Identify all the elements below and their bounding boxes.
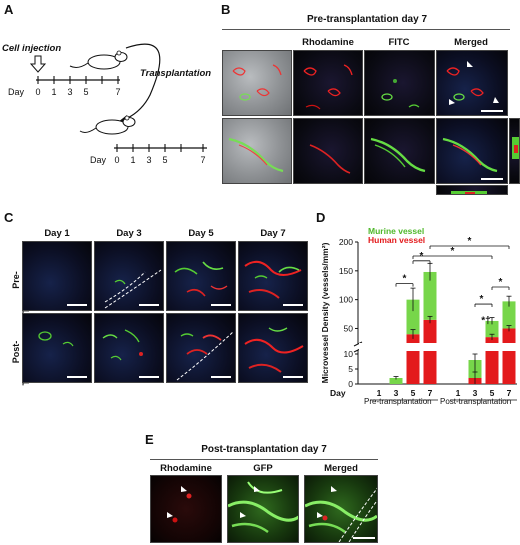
y-tick-label: 5 <box>348 364 353 374</box>
panel-b-col-header: FITC <box>388 37 410 48</box>
micrograph-c-pre-day3 <box>94 241 164 311</box>
group-label-post: Post-transplantation <box>440 397 512 406</box>
micrograph-c-pre-day1 <box>22 241 92 311</box>
significance-marker: * <box>480 294 484 305</box>
x-tick-label: 1 <box>456 388 461 398</box>
bar-murine-vessel <box>485 320 499 338</box>
axis-break-mark <box>353 341 363 347</box>
micrograph-e-gfp <box>227 475 299 543</box>
timeline-bottom-tick: 1 <box>130 155 136 165</box>
y-tick-label: 0 <box>348 379 353 389</box>
mouse-icon-bottom <box>79 115 136 135</box>
timeline-bottom-tick: 0 <box>114 155 120 165</box>
micrograph-e-rhodamine <box>150 475 222 543</box>
y-tick-label: 10 <box>344 349 354 359</box>
panel-e-label: E <box>145 432 154 447</box>
panel-b-label: B <box>221 2 231 17</box>
timeline-day-word-top: Day <box>8 87 25 97</box>
panel-b-col-header: Merged <box>454 37 488 48</box>
micrograph-c-post-day3 <box>94 313 164 383</box>
significance-marker: * <box>468 236 472 247</box>
significance-marker: * <box>499 277 503 288</box>
micrograph-c-pre-day5 <box>166 241 236 311</box>
panel-c-col-header: Day 7 <box>260 228 286 239</box>
micrograph-b-orthoview-side <box>509 118 520 184</box>
micrograph-b-bright-1 <box>222 50 292 116</box>
panel-b-title: Pre-transplantation day 7 <box>306 14 428 25</box>
significance-marker: * <box>420 251 424 262</box>
timeline-day-word-bottom: Day <box>90 155 107 165</box>
timeline-bottom-tick: 5 <box>162 155 168 165</box>
bar-human-vessel <box>502 328 516 384</box>
cell-injection-label: Cell injection <box>2 43 62 54</box>
bar-human-vessel <box>423 319 437 384</box>
micrograph-c-post-day5 <box>166 313 236 383</box>
micrograph-b-orthoview-bottom <box>436 185 508 195</box>
panel-c-col-header: Day 5 <box>188 228 214 239</box>
panel-e-col-header: Merged <box>324 463 358 474</box>
timeline-top-tick: 0 <box>35 87 41 97</box>
timeline-top-tick: 3 <box>67 87 73 97</box>
micrograph-e-merged <box>304 475 378 543</box>
y-tick-label: 200 <box>339 237 353 247</box>
micrograph-b-bright-2 <box>222 118 292 184</box>
significance-marker: * <box>403 274 407 285</box>
panel-b-col-header: Rhodamine <box>302 37 354 48</box>
bar-murine-vessel <box>502 301 516 329</box>
x-tick-label: 1 <box>377 388 382 398</box>
legend-human-vessel: Human vessel <box>368 235 426 245</box>
micrograph-b-fitc-1 <box>364 50 435 116</box>
panel-c-col-header: Day 1 <box>44 228 70 239</box>
micrograph-c-post-day1 <box>22 313 92 383</box>
panel-e-title: Post-transplantation day 7 <box>201 444 327 455</box>
panel-e-col-header: Rhodamine <box>160 463 212 474</box>
micrograph-b-merged-2 <box>436 118 508 184</box>
x-tick-label: 3 <box>394 388 399 398</box>
panel-d-label: D <box>316 210 326 225</box>
y-tick-label: 150 <box>339 266 353 276</box>
timeline-bottom-tick: 3 <box>146 155 152 165</box>
x-tick-label: 3 <box>473 388 478 398</box>
timeline-top-tick: 7 <box>115 87 121 97</box>
micrograph-b-merged-1 <box>436 50 508 116</box>
legend-murine-vessel: Murine vessel <box>368 226 425 236</box>
y-axis-label: Microvessel Density (vessels/mm²) <box>320 242 330 383</box>
transplantation-label: Transplantation <box>140 68 212 79</box>
y-tick-label: 100 <box>339 295 353 305</box>
mouse-icon-top <box>69 50 128 70</box>
bar-murine-vessel <box>389 378 403 384</box>
significance-marker: *† <box>481 316 490 327</box>
micrograph-b-rhodamine-1 <box>293 50 363 116</box>
bar-murine-vessel <box>423 271 437 320</box>
panel-e-title-underline <box>150 459 378 460</box>
group-label-pre: Pre-transplantation <box>364 397 432 406</box>
x-axis-label: Day <box>330 388 346 398</box>
panel-e-col-header: GFP <box>253 463 273 474</box>
micrograph-c-post-day7 <box>238 313 308 383</box>
y-tick-label: 50 <box>344 323 354 333</box>
x-tick-label: 5 <box>411 388 416 398</box>
panel-a-label: A <box>4 2 14 17</box>
x-tick-label: 7 <box>428 388 433 398</box>
timeline-top-tick: 1 <box>51 87 57 97</box>
panel-c-col-header: Day 3 <box>116 228 142 239</box>
bar-murine-vessel <box>406 299 420 335</box>
micrograph-c-pre-day7 <box>238 241 308 311</box>
panel-b-title-underline <box>222 29 510 30</box>
x-tick-label: 7 <box>507 388 512 398</box>
timeline-bottom-tick: 7 <box>200 155 206 165</box>
micrograph-b-rhodamine-2 <box>293 118 363 184</box>
significance-marker: * <box>451 246 455 257</box>
x-tick-label: 5 <box>490 388 495 398</box>
micrograph-b-fitc-2 <box>364 118 435 184</box>
timeline-top-tick: 5 <box>83 87 89 97</box>
axis-break-band <box>359 343 519 351</box>
bar-human-vessel <box>406 334 420 384</box>
panel-a-diagram <box>29 43 207 152</box>
panel-c-label: C <box>4 210 14 225</box>
